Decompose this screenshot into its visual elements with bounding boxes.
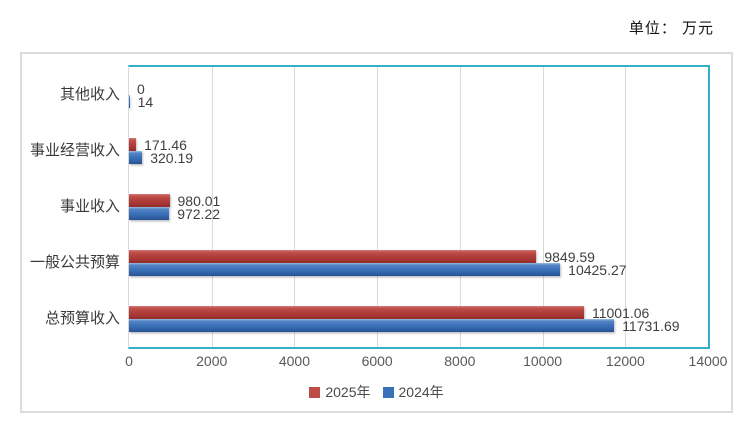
legend-item: 2024年 <box>382 382 444 402</box>
bar <box>129 263 561 276</box>
unit-label: 单位： 万元 <box>628 20 714 37</box>
bar <box>129 207 170 220</box>
category-label: 事业经营收入 <box>29 141 120 159</box>
x-tick-label: 6000 <box>361 353 393 369</box>
bar <box>129 95 131 108</box>
bar <box>129 194 170 207</box>
plot-area: 0 14 171.46 320.19 980.01 972.22 9849.59 10425.… <box>128 65 710 349</box>
bar <box>129 319 615 332</box>
bar <box>129 250 537 263</box>
bar <box>129 306 584 319</box>
legend-label: 2025年 <box>325 384 371 400</box>
legend-item: 2025年 <box>309 382 371 402</box>
bar-value-label: 11731.69 <box>622 318 680 334</box>
gridline <box>211 67 213 347</box>
bar <box>129 151 143 164</box>
gridline <box>294 67 296 347</box>
bar-value-label: 14 <box>137 94 154 110</box>
x-tick-label: 14000 <box>688 353 728 369</box>
x-tick-label: 12000 <box>605 353 645 369</box>
bar-value-label: 9849.59 <box>544 249 595 265</box>
category-label: 其他收入 <box>59 85 120 103</box>
category-label: 事业收入 <box>59 197 120 215</box>
x-tick-label: 4000 <box>278 353 310 369</box>
legend-label: 2024年 <box>398 384 444 400</box>
legend: 2025年 2024年 <box>22 382 731 402</box>
legend-swatch <box>309 386 321 398</box>
bar-value-label: 972.22 <box>177 206 221 222</box>
bar-value-label: 980.01 <box>177 193 221 209</box>
x-tick-label: 2000 <box>196 353 228 369</box>
bar-value-label: 10425.27 <box>568 262 627 278</box>
gridline <box>542 67 544 347</box>
chart-container: 0 14 171.46 320.19 980.01 972.22 9849.59 10425.… <box>20 52 733 413</box>
bar-value-label: 320.19 <box>150 150 194 166</box>
legend-swatch <box>382 386 394 398</box>
bar <box>129 138 137 151</box>
category-label: 总预算收入 <box>44 309 120 327</box>
bar-value-label: 0 <box>137 81 145 97</box>
bar-value-label: 11001.06 <box>591 305 650 321</box>
x-tick-label: 8000 <box>444 353 476 369</box>
gridline <box>459 67 461 347</box>
x-tick-label: 0 <box>125 353 133 369</box>
x-tick-label: 10000 <box>523 353 563 369</box>
bar-value-label: 171.46 <box>144 137 187 153</box>
gridline <box>377 67 379 347</box>
category-label: 一般公共预算 <box>29 253 120 271</box>
gridline <box>625 67 627 347</box>
